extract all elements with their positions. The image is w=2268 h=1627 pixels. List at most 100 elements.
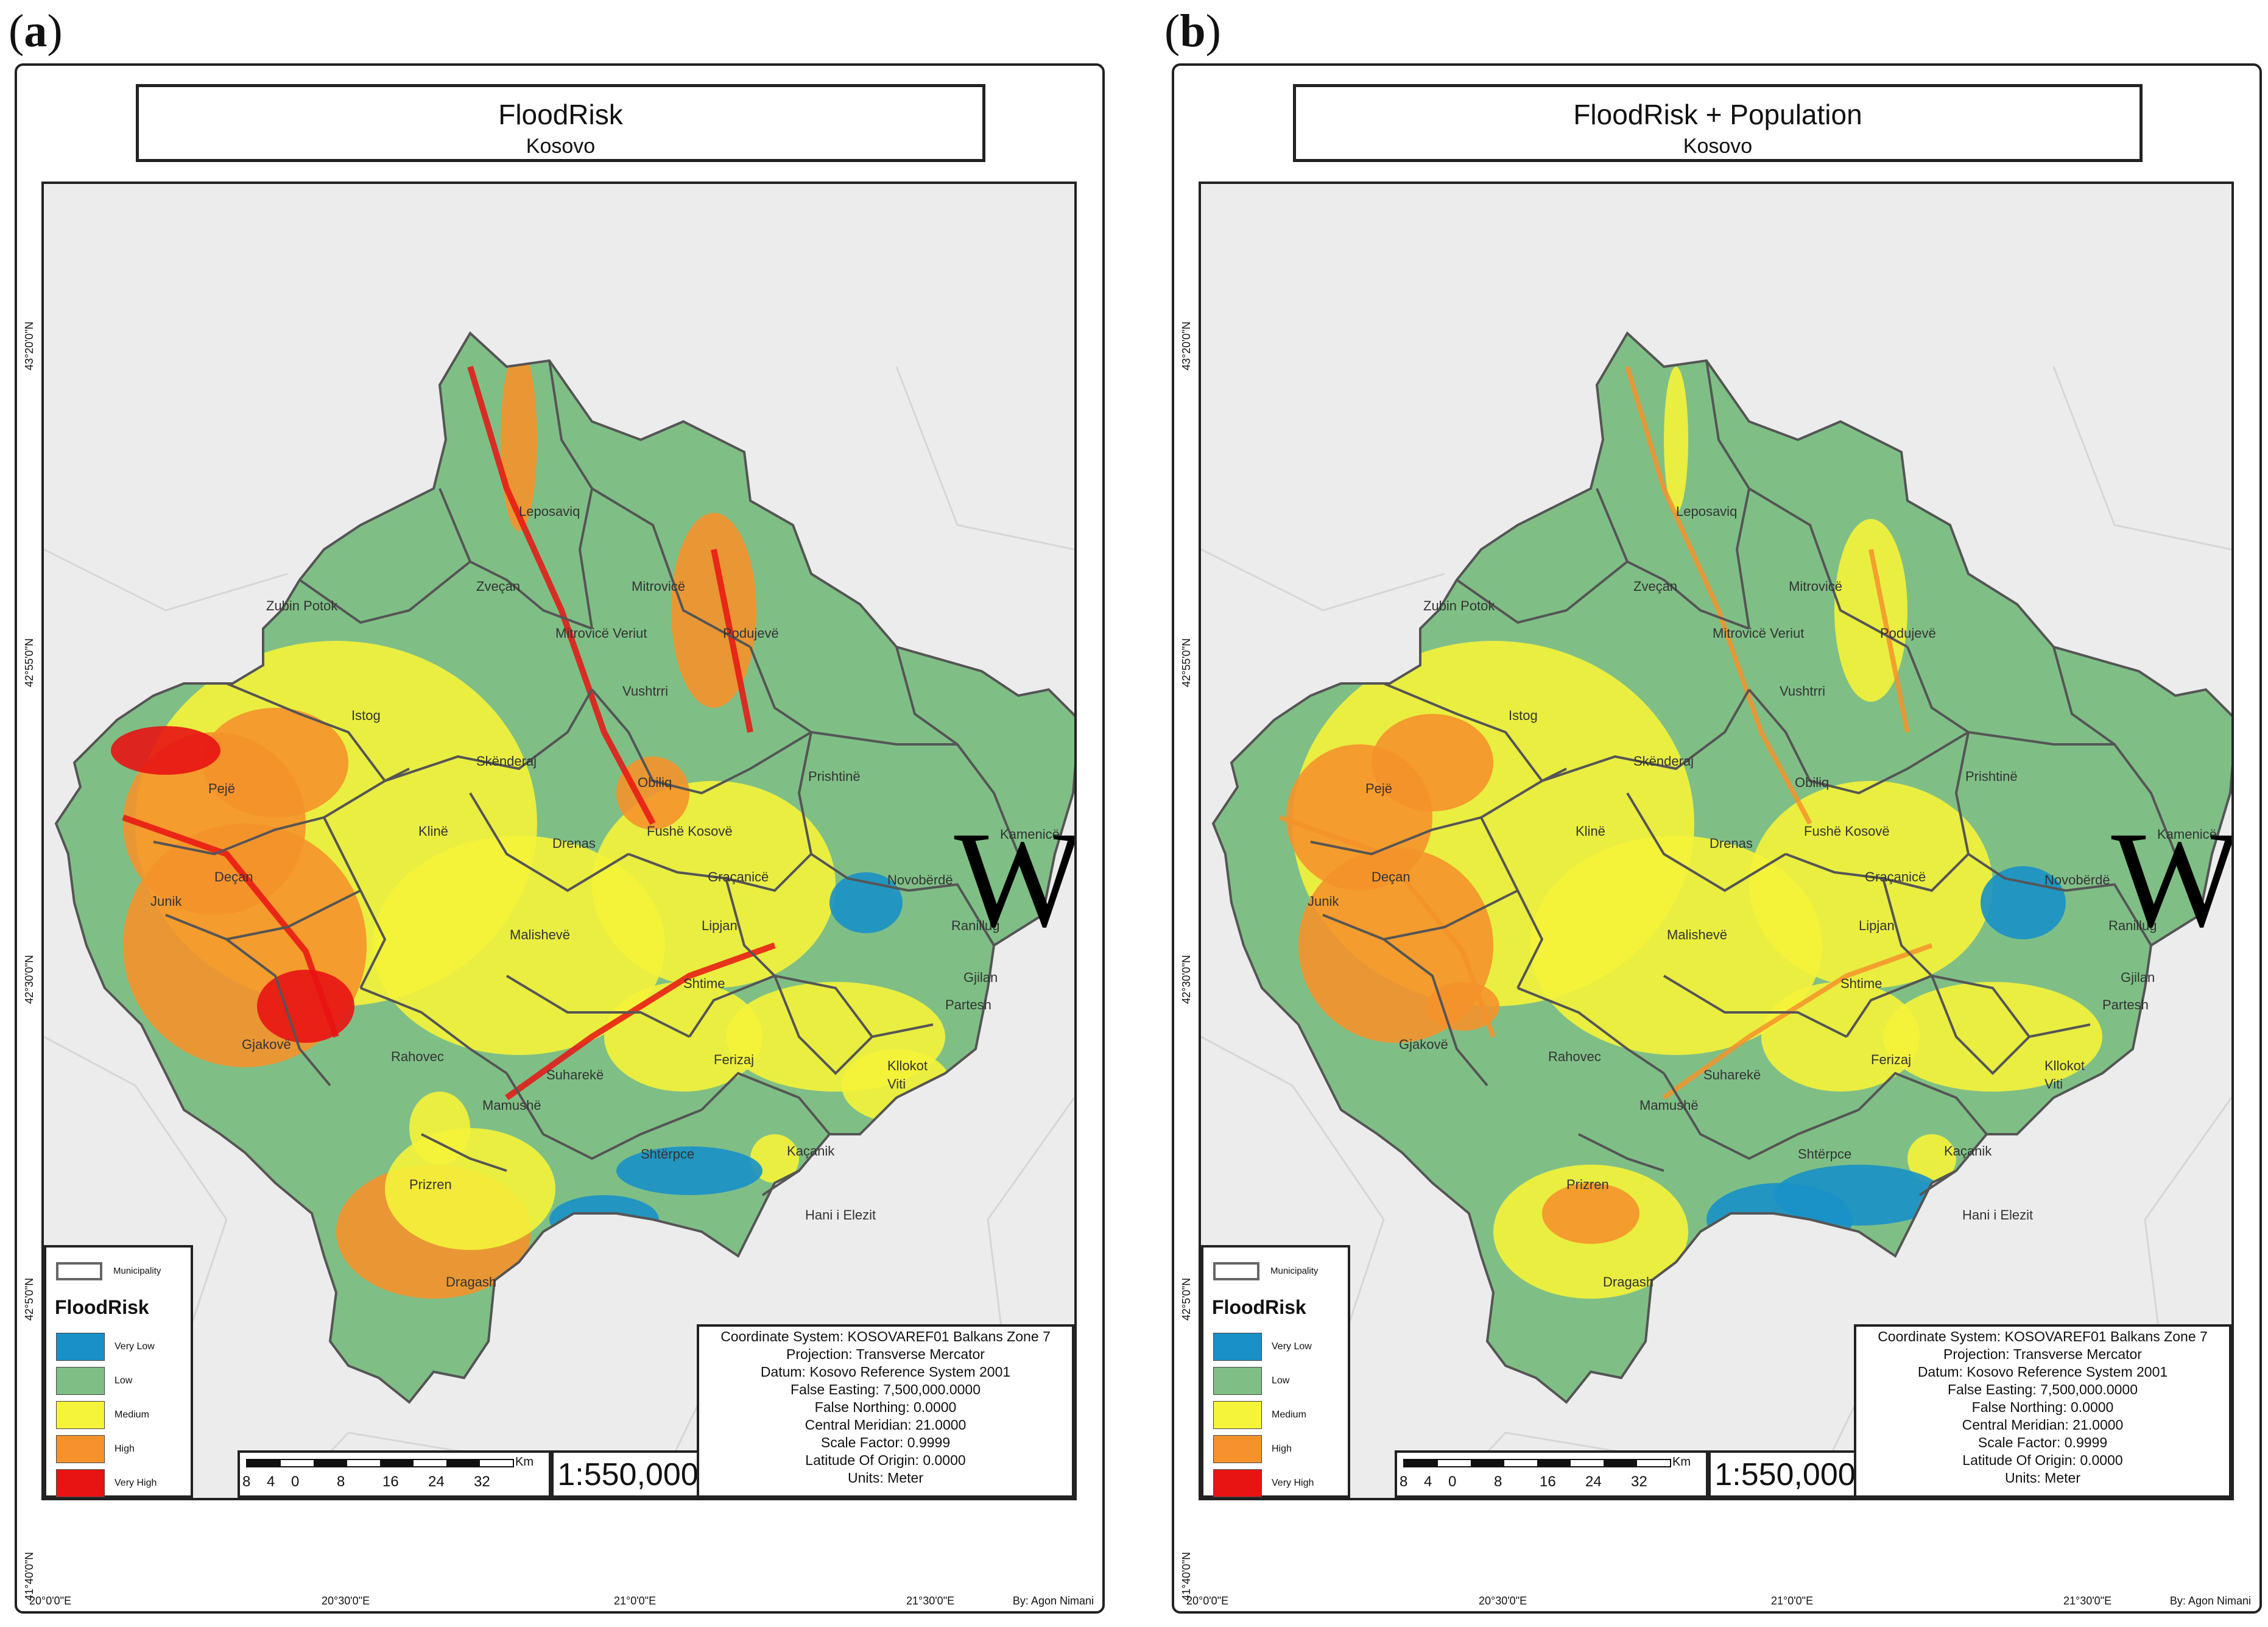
coordinate-info-line: Scale Factor: 0.9999: [1977, 1435, 2108, 1450]
municipality-label: Zveçan: [476, 579, 520, 594]
municipality-label: Hani i Elezit: [1962, 1207, 2033, 1223]
scale-tick: 8: [242, 1473, 251, 1490]
municipality-boundary: [226, 682, 410, 783]
municipality-boundary: [165, 889, 361, 941]
legend-label: Low: [1272, 1375, 1290, 1386]
longitude-label: 21°30'0"E: [906, 1595, 955, 1607]
scale-tick: 16: [1540, 1473, 1556, 1490]
municipality-boundary: [438, 488, 593, 630]
river-corridor: [505, 942, 776, 1101]
municipality-label: Klinë: [418, 824, 448, 839]
municipality-label: Graçanicë: [1865, 869, 1926, 884]
municipality-label: Drenas: [1710, 836, 1753, 851]
municipality-label: Mitrovicë: [632, 579, 685, 594]
map-panel-b: FloodRisk + Population Kosovo Leposaviq Zve…: [1172, 63, 2262, 1614]
municipality-legend-label: Municipality: [1270, 1266, 1319, 1276]
municipality-boundary: [628, 853, 776, 977]
scale-ratio: 1:550,000: [551, 1450, 705, 1498]
background-road: [44, 1036, 228, 1403]
risk-zone: [616, 1146, 762, 1195]
coordinate-system-box: Coordinate System: KOSOVAREF01 Balkans Z…: [697, 1324, 1074, 1498]
municipality-boundary: [421, 1133, 507, 1172]
legend-swatch: [56, 1367, 105, 1395]
municipality-label: Podujevë: [723, 626, 779, 641]
background-road: [2052, 366, 2231, 551]
panel-letter-value: a: [24, 5, 48, 57]
municipality-label: Prizren: [1566, 1177, 1609, 1192]
risk-zone: [1749, 781, 1993, 988]
municipality-boundary: [908, 883, 995, 947]
country-boundary: [1211, 331, 2231, 1404]
latitude-label: 41°40'0"N: [1180, 1551, 1192, 1601]
scale-ratio: 1:550,000: [1708, 1450, 1862, 1498]
coordinate-info-line: Coordinate System: KOSOVAREF01 Balkans Z…: [720, 1329, 1051, 1344]
municipality-boundary: [360, 987, 508, 1075]
municipality-boundary: [1748, 487, 1908, 648]
risk-zone: [1834, 519, 1907, 702]
municipality-label: Dragash: [446, 1274, 496, 1290]
municipality-label: Kllokot: [2044, 1058, 2085, 1073]
longitude-label: 21°30'0"E: [2063, 1595, 2112, 1607]
municipality-label: Klinë: [1576, 824, 1605, 839]
municipality-label: Shtime: [683, 976, 725, 991]
coordinate-info-line: False Northing: 0.0000: [814, 1399, 957, 1415]
longitude-label: 21°0'0"E: [1771, 1595, 1814, 1607]
map-frame: Leposaviq Zveçan Mitrovicë Zubin Potok Mitro…: [41, 182, 1077, 1500]
municipality-label: Mamushë: [482, 1098, 541, 1113]
legend-label: Very High: [1272, 1478, 1314, 1488]
municipality-boundary: [1663, 975, 1847, 1038]
municipality-label: Kaçanik: [1944, 1143, 1992, 1159]
background-road: [44, 548, 288, 612]
map-title-box: FloodRisk + Population Kosovo: [1293, 84, 2143, 162]
risk-zone: [592, 781, 836, 988]
municipality-boundary: [700, 1071, 831, 1135]
compass-w: W: [2111, 803, 2234, 955]
municipality-boundary: [384, 689, 593, 782]
scale-tick: 32: [474, 1473, 490, 1490]
scale-unit: Km: [515, 1455, 534, 1469]
risk-zone: [829, 872, 903, 933]
coordinate-info-line: Projection: Transverse Mercator: [786, 1346, 985, 1362]
scale-tick: 8: [1494, 1473, 1502, 1490]
municipality-boundary: [2065, 883, 2152, 947]
coordinate-info-line: Scale Factor: 0.9999: [820, 1435, 951, 1450]
municipality-label: Mitrovicë: [1789, 579, 1842, 594]
risk-zone: [1761, 982, 1920, 1092]
municipality-label: Graçanicë: [708, 869, 769, 884]
background-road: [895, 366, 1074, 551]
scale-unit: Km: [1672, 1455, 1691, 1469]
municipality-label: Shtërpce: [1798, 1146, 1851, 1162]
latitude-label: 43°20'0"N: [23, 321, 35, 370]
municipality-label: Gjilan: [2121, 970, 2155, 985]
municipality-boundary: [1626, 792, 1787, 892]
municipality-label: Gjilan: [963, 970, 998, 985]
legend-swatch: [1213, 1367, 1262, 1395]
compass-w: W: [954, 803, 1077, 955]
municipality-label: Leposaviq: [1676, 504, 1737, 519]
latitude-label: 42°30'0"N: [23, 955, 35, 1004]
scale-bar: Km 8 4 0 8 16 24 32: [238, 1450, 551, 1498]
municipality-legend-label: Municipality: [113, 1266, 161, 1276]
municipality-swatch: [56, 1262, 102, 1280]
coordinate-info-line: Datum: Kosovo Reference System 2001: [1917, 1364, 2168, 1380]
municipality-label: Shtime: [1840, 976, 1882, 991]
municipality-label: Kamenicë: [2157, 827, 2217, 842]
coordinate-info-line: Units: Meter: [2005, 1470, 2080, 1486]
coordinate-info-line: Projection: Transverse Mercator: [1943, 1346, 2142, 1362]
legend-label: High: [114, 1444, 135, 1454]
coordinate-info-line: False Easting: 7,500,000.0000: [1947, 1382, 2138, 1397]
risk-zone: [604, 982, 762, 1092]
municipality-label: Prishtinë: [808, 769, 861, 784]
municipality-label: Hani i Elezit: [805, 1207, 876, 1223]
municipality-label: Ranillug: [951, 918, 1000, 933]
municipality-label: Obiliq: [638, 775, 672, 790]
legend-label: Very Low: [114, 1341, 155, 1352]
risk-zone: [1914, 1207, 1962, 1305]
map-title: FloodRisk + Population: [1573, 99, 1862, 130]
risk-zone: [616, 757, 689, 830]
municipality-label: Malishevë: [510, 927, 570, 942]
risk-zone: [409, 1092, 470, 1165]
risk-zone: [1773, 1165, 1944, 1226]
scale-tick: 24: [428, 1473, 445, 1490]
coordinate-info-line: False Easting: 7,500,000.0000: [790, 1382, 981, 1397]
